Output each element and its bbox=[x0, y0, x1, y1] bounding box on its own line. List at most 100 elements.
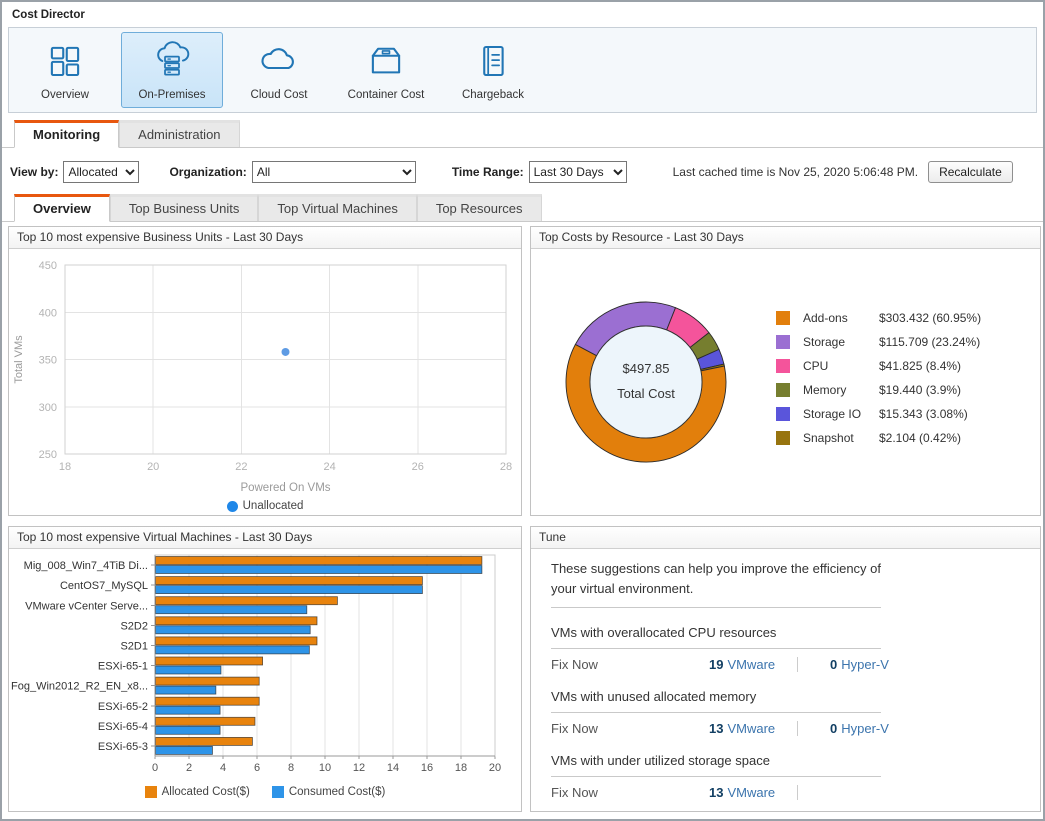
svg-text:ESXi-65-2: ESXi-65-2 bbox=[98, 701, 148, 713]
panel-business-units: Top 10 most expensive Business Units - L… bbox=[8, 226, 522, 516]
legend-value: $19.440 (3.9%) bbox=[879, 383, 962, 397]
vmware-link[interactable]: VMware bbox=[727, 721, 776, 736]
panel-costs-by-resource: Top Costs by Resource - Last 30 Days $49… bbox=[530, 226, 1041, 516]
legend-item: Add-ons $303.432 (60.95%) bbox=[776, 306, 981, 330]
fix-now-link[interactable]: Fix Now bbox=[551, 785, 598, 800]
recalculate-button[interactable]: Recalculate bbox=[928, 161, 1013, 183]
toolbar-button-label: Overview bbox=[41, 88, 89, 101]
legend-label: Unallocated bbox=[242, 500, 304, 512]
ledger-icon bbox=[483, 45, 504, 76]
organization-select[interactable]: All bbox=[251, 161, 416, 183]
svg-text:22: 22 bbox=[235, 461, 247, 473]
tune-intro-text: These suggestions can help you improve t… bbox=[551, 561, 882, 596]
svg-text:0: 0 bbox=[152, 762, 158, 774]
tab-top-resources[interactable]: Top Resources bbox=[416, 194, 542, 221]
donut-legend: Add-ons $303.432 (60.95%) Storage $115.7… bbox=[776, 306, 981, 450]
svg-text:28: 28 bbox=[500, 461, 512, 473]
tab-top-virtual-machines[interactable]: Top Virtual Machines bbox=[258, 194, 417, 221]
last-cached-text: Last cached time is Nov 25, 2020 5:06:48… bbox=[672, 165, 919, 179]
legend-label: Snapshot bbox=[803, 431, 854, 445]
legend-dot bbox=[226, 500, 238, 512]
svg-text:16: 16 bbox=[421, 762, 433, 774]
panel-title: Top 10 most expensive Virtual Machines -… bbox=[9, 527, 521, 549]
toolbar-button-label: Chargeback bbox=[461, 88, 524, 101]
fix-now-link[interactable]: Fix Now bbox=[551, 721, 598, 736]
view-by-select[interactable]: Allocated bbox=[63, 161, 140, 183]
on-premises-cloud-server-icon bbox=[157, 40, 190, 75]
legend-swatch bbox=[776, 359, 790, 373]
svg-text:400: 400 bbox=[39, 307, 57, 319]
svg-text:26: 26 bbox=[412, 461, 424, 473]
sub-tabstrip: Overview Top Business Units Top Virtual … bbox=[2, 194, 1043, 222]
toolbar-button-chargeback[interactable]: Chargeback bbox=[442, 32, 544, 108]
legend-swatch bbox=[271, 786, 284, 798]
legend-swatch bbox=[776, 383, 790, 397]
vmware-count: 19 bbox=[709, 657, 724, 672]
toolbar-button-label: On-Premises bbox=[138, 88, 206, 101]
svg-text:20: 20 bbox=[489, 762, 501, 774]
vmware-count: 13 bbox=[709, 785, 724, 800]
legend-item: Snapshot $2.104 (0.42%) bbox=[776, 426, 981, 450]
svg-text:250: 250 bbox=[39, 449, 57, 461]
legend-swatch bbox=[776, 311, 790, 325]
legend-value: $303.432 (60.95%) bbox=[879, 311, 982, 325]
fix-now-link[interactable]: Fix Now bbox=[551, 657, 598, 672]
svg-text:18: 18 bbox=[455, 762, 467, 774]
svg-text:Mig_008_Win7_4TiB Di...: Mig_008_Win7_4TiB Di... bbox=[24, 560, 148, 572]
svg-text:VMware vCenter Serve...: VMware vCenter Serve... bbox=[25, 600, 148, 612]
tab-administration[interactable]: Administration bbox=[119, 120, 240, 147]
toolbar-button-container-cost[interactable]: Container Cost bbox=[335, 32, 437, 108]
dashboard-icon bbox=[50, 46, 80, 76]
toolbar-button-label: Cloud Cost bbox=[250, 88, 308, 101]
svg-text:4: 4 bbox=[220, 762, 226, 774]
legend-label: Allocated Cost($) bbox=[161, 786, 250, 798]
legend-item: Memory $19.440 (3.9%) bbox=[776, 378, 981, 402]
divider bbox=[797, 721, 798, 736]
hyperv-count: 0 bbox=[830, 721, 838, 736]
panel-virtual-machines: Top 10 most expensive Virtual Machines -… bbox=[8, 526, 522, 812]
page-title: Cost Director bbox=[12, 9, 85, 21]
scatter-chart: 250 300 350 400 450 18 20 22 24 26 28 Powered On VM… bbox=[13, 260, 512, 494]
divider bbox=[797, 657, 798, 672]
tab-overview[interactable]: Overview bbox=[14, 194, 110, 222]
legend-item: Storage $115.709 (23.24%) bbox=[776, 330, 981, 354]
toolbar-button-on-premises[interactable]: On-Premises bbox=[121, 32, 223, 108]
hyperv-link[interactable]: Hyper-V bbox=[841, 721, 889, 736]
tab-top-business-units[interactable]: Top Business Units bbox=[109, 194, 259, 221]
toolbar-button-overview[interactable]: Overview bbox=[14, 32, 116, 108]
legend-label: Storage bbox=[803, 335, 846, 349]
svg-text:10: 10 bbox=[319, 762, 331, 774]
tune-section-memory: VMs with unused allocated memory Fix Now… bbox=[551, 689, 1040, 736]
container-box-icon bbox=[371, 47, 401, 73]
svg-text:450: 450 bbox=[39, 260, 57, 272]
hyperv-link[interactable]: Hyper-V bbox=[841, 657, 889, 672]
svg-text:300: 300 bbox=[39, 402, 57, 414]
vmware-link[interactable]: VMware bbox=[727, 657, 776, 672]
svg-text:2: 2 bbox=[186, 762, 192, 774]
svg-text:Powered On VMs: Powered On VMs bbox=[240, 482, 330, 491]
vmware-link[interactable]: VMware bbox=[727, 785, 776, 800]
toolbar-button-label: Container Cost bbox=[347, 88, 425, 101]
svg-text:14: 14 bbox=[387, 762, 399, 774]
time-range-select[interactable]: Last 30 Days bbox=[528, 161, 627, 183]
svg-text:S2D1: S2D1 bbox=[120, 640, 148, 652]
legend-label: Consumed Cost($) bbox=[288, 786, 386, 798]
legend-label: Memory bbox=[803, 383, 847, 397]
vmware-count: 13 bbox=[709, 721, 724, 736]
tune-section-heading: VMs with overallocated CPU resources bbox=[551, 625, 777, 640]
legend-value: $115.709 (23.24%) bbox=[879, 335, 981, 349]
legend-item: CPU $41.825 (8.4%) bbox=[776, 354, 981, 378]
time-range-label: Time Range: bbox=[451, 165, 524, 179]
tab-monitoring[interactable]: Monitoring bbox=[14, 120, 120, 148]
bar-chart: 0 2 4 6 8 10 12 14 16 18 20 Mig_008_Win7_4TiB Di...… bbox=[11, 554, 501, 774]
svg-text:20: 20 bbox=[147, 461, 159, 473]
svg-text:ESXi-65-3: ESXi-65-3 bbox=[98, 741, 148, 753]
donut-chart bbox=[565, 301, 727, 463]
legend-swatch bbox=[144, 786, 157, 798]
legend-label: Storage IO bbox=[803, 407, 862, 421]
toolbar-button-cloud-cost[interactable]: Cloud Cost bbox=[228, 32, 330, 108]
hyperv-count: 0 bbox=[830, 657, 838, 672]
svg-text:S2D2: S2D2 bbox=[120, 620, 148, 632]
legend-swatch bbox=[776, 407, 790, 421]
